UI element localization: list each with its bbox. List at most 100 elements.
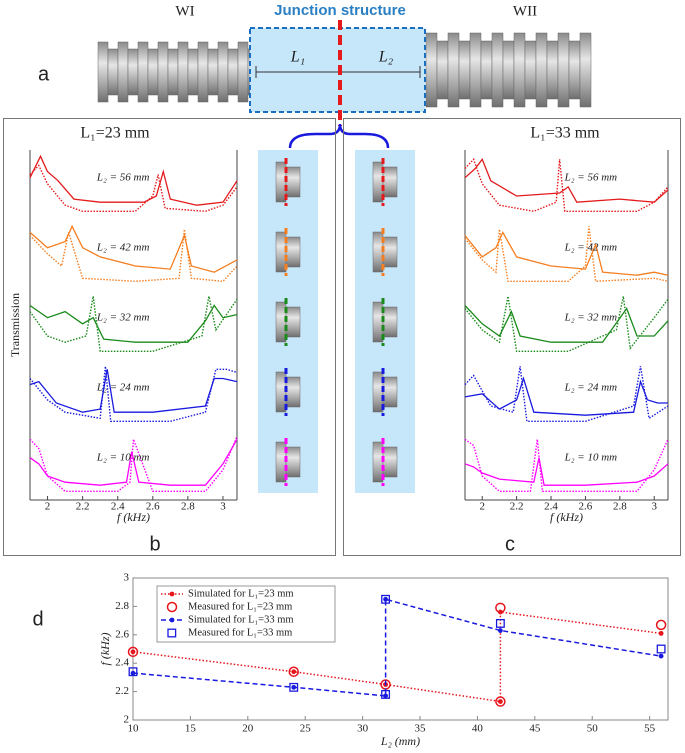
x-tick-label: 2.4 — [544, 501, 558, 513]
simulated-spectrum — [29, 296, 238, 352]
cylinder-segment — [97, 41, 109, 103]
measured-spectrum — [29, 224, 238, 273]
x-tick-label: 45 — [529, 723, 541, 735]
y-tick-label: 2.4 — [115, 657, 129, 669]
cylinder-segment — [425, 32, 438, 108]
y-axis-label: f (kHz) — [98, 633, 112, 666]
cylinder-segment — [546, 40, 559, 100]
junction-cylinder — [285, 236, 301, 268]
point — [291, 684, 297, 690]
cylinder-segment — [535, 32, 548, 108]
trace-label: L₂ = 32 mm — [96, 312, 150, 324]
x-axis-label: f (kHz) — [550, 510, 583, 524]
x-tick-label: 2.2 — [76, 501, 90, 513]
x-tick-label: 15 — [185, 723, 197, 735]
point — [381, 594, 391, 604]
panel-label: b — [149, 533, 160, 555]
cylinder-segment — [147, 48, 159, 96]
point — [130, 670, 136, 676]
trace-label: L₂ = 42 mm — [564, 242, 618, 254]
cylinder-segment — [469, 32, 482, 108]
x-axis-label: L₂ (mm) — [380, 734, 420, 748]
point — [495, 602, 506, 614]
junction-cylinder — [285, 446, 301, 478]
cylinder-segment — [217, 41, 229, 103]
cylinder-segment — [127, 48, 139, 96]
cylinder-segment — [458, 40, 471, 100]
cylinder-segment — [197, 41, 209, 103]
measured-spectrum — [29, 154, 238, 206]
trace-label: L₂ = 32 mm — [564, 312, 618, 324]
x-tick-label: 2 — [479, 501, 485, 513]
simulated-spectrum — [464, 157, 669, 213]
panel-label: d — [32, 608, 43, 630]
cylinder-segment — [436, 40, 449, 100]
junction-cylinder — [382, 376, 398, 408]
trace-label: L₂ = 10 mm — [564, 452, 618, 464]
waveguides — [97, 32, 592, 108]
x-tick-label: 2.8 — [181, 501, 195, 513]
cylinder-segment — [557, 32, 570, 108]
trace-label: L₂ = 56 mm — [96, 172, 150, 184]
simulated-spectrum — [464, 296, 669, 352]
point — [656, 644, 666, 654]
y-axis-label: Transmission — [8, 293, 22, 357]
cylinder-segment — [117, 41, 129, 103]
point — [127, 646, 139, 658]
x-tick-label: 25 — [300, 723, 312, 735]
x-axis-label: f (kHz) — [117, 510, 150, 524]
trace-label: L₂ = 24 mm — [96, 382, 150, 394]
measured-spectrum — [29, 304, 238, 343]
legend-box — [156, 585, 336, 643]
cylinder-segment — [137, 41, 149, 103]
y-tick-label: 2.6 — [115, 628, 129, 640]
measured-spectrum — [29, 369, 238, 413]
x-tick-label: 20 — [242, 723, 254, 735]
cylinder-segment — [568, 40, 581, 100]
trace-label: L₂ = 42 mm — [96, 242, 150, 254]
legend-marker — [166, 601, 178, 613]
junction-cylinder — [382, 446, 398, 478]
junction-cylinder — [382, 306, 398, 338]
panel-title: L₁=23 mm — [80, 125, 150, 142]
x-tick-label: 2 — [45, 501, 51, 513]
panel-title: L₁=33 mm — [530, 125, 600, 142]
simulated-spectrum — [29, 164, 238, 213]
x-tick-label: 40 — [472, 723, 484, 735]
cylinder-segment — [480, 40, 493, 100]
y-tick-label: 2 — [124, 714, 130, 726]
segment-label: L₂ — [378, 49, 394, 66]
junction-cylinder — [382, 166, 398, 198]
panel-label: a — [38, 63, 50, 85]
segment-label: L₁ — [290, 49, 305, 66]
panel-label: c — [505, 533, 515, 555]
point — [658, 630, 664, 636]
cylinder-segment — [491, 32, 504, 108]
measured-spectrum — [464, 376, 668, 416]
cylinder-segment — [502, 40, 515, 100]
panel-frame — [3, 118, 336, 556]
x-tick-label: 10 — [128, 723, 140, 735]
point — [497, 628, 503, 633]
x-tick-label: 3 — [220, 501, 226, 513]
x-tick-label: 35 — [415, 723, 427, 735]
simulated-spectrum — [464, 366, 669, 422]
x-tick-label: 30 — [357, 723, 369, 735]
point — [288, 666, 299, 677]
simulated-spectrum — [464, 438, 669, 492]
plot-frame — [132, 577, 669, 721]
legend-marker — [167, 628, 177, 638]
simulated-spectrum — [464, 226, 669, 283]
simulated-spectrum — [29, 436, 238, 492]
trace-label: L₂ = 56 mm — [564, 172, 618, 184]
point — [383, 693, 388, 699]
y-tick-label: 2.2 — [115, 685, 129, 697]
series-line — [132, 611, 662, 703]
measured-spectrum — [464, 157, 669, 203]
cylinder-segment — [177, 41, 189, 103]
x-tick-label: 2.8 — [613, 501, 627, 513]
point — [495, 618, 505, 628]
point — [291, 669, 297, 675]
x-tick-label: 2.2 — [510, 501, 524, 513]
